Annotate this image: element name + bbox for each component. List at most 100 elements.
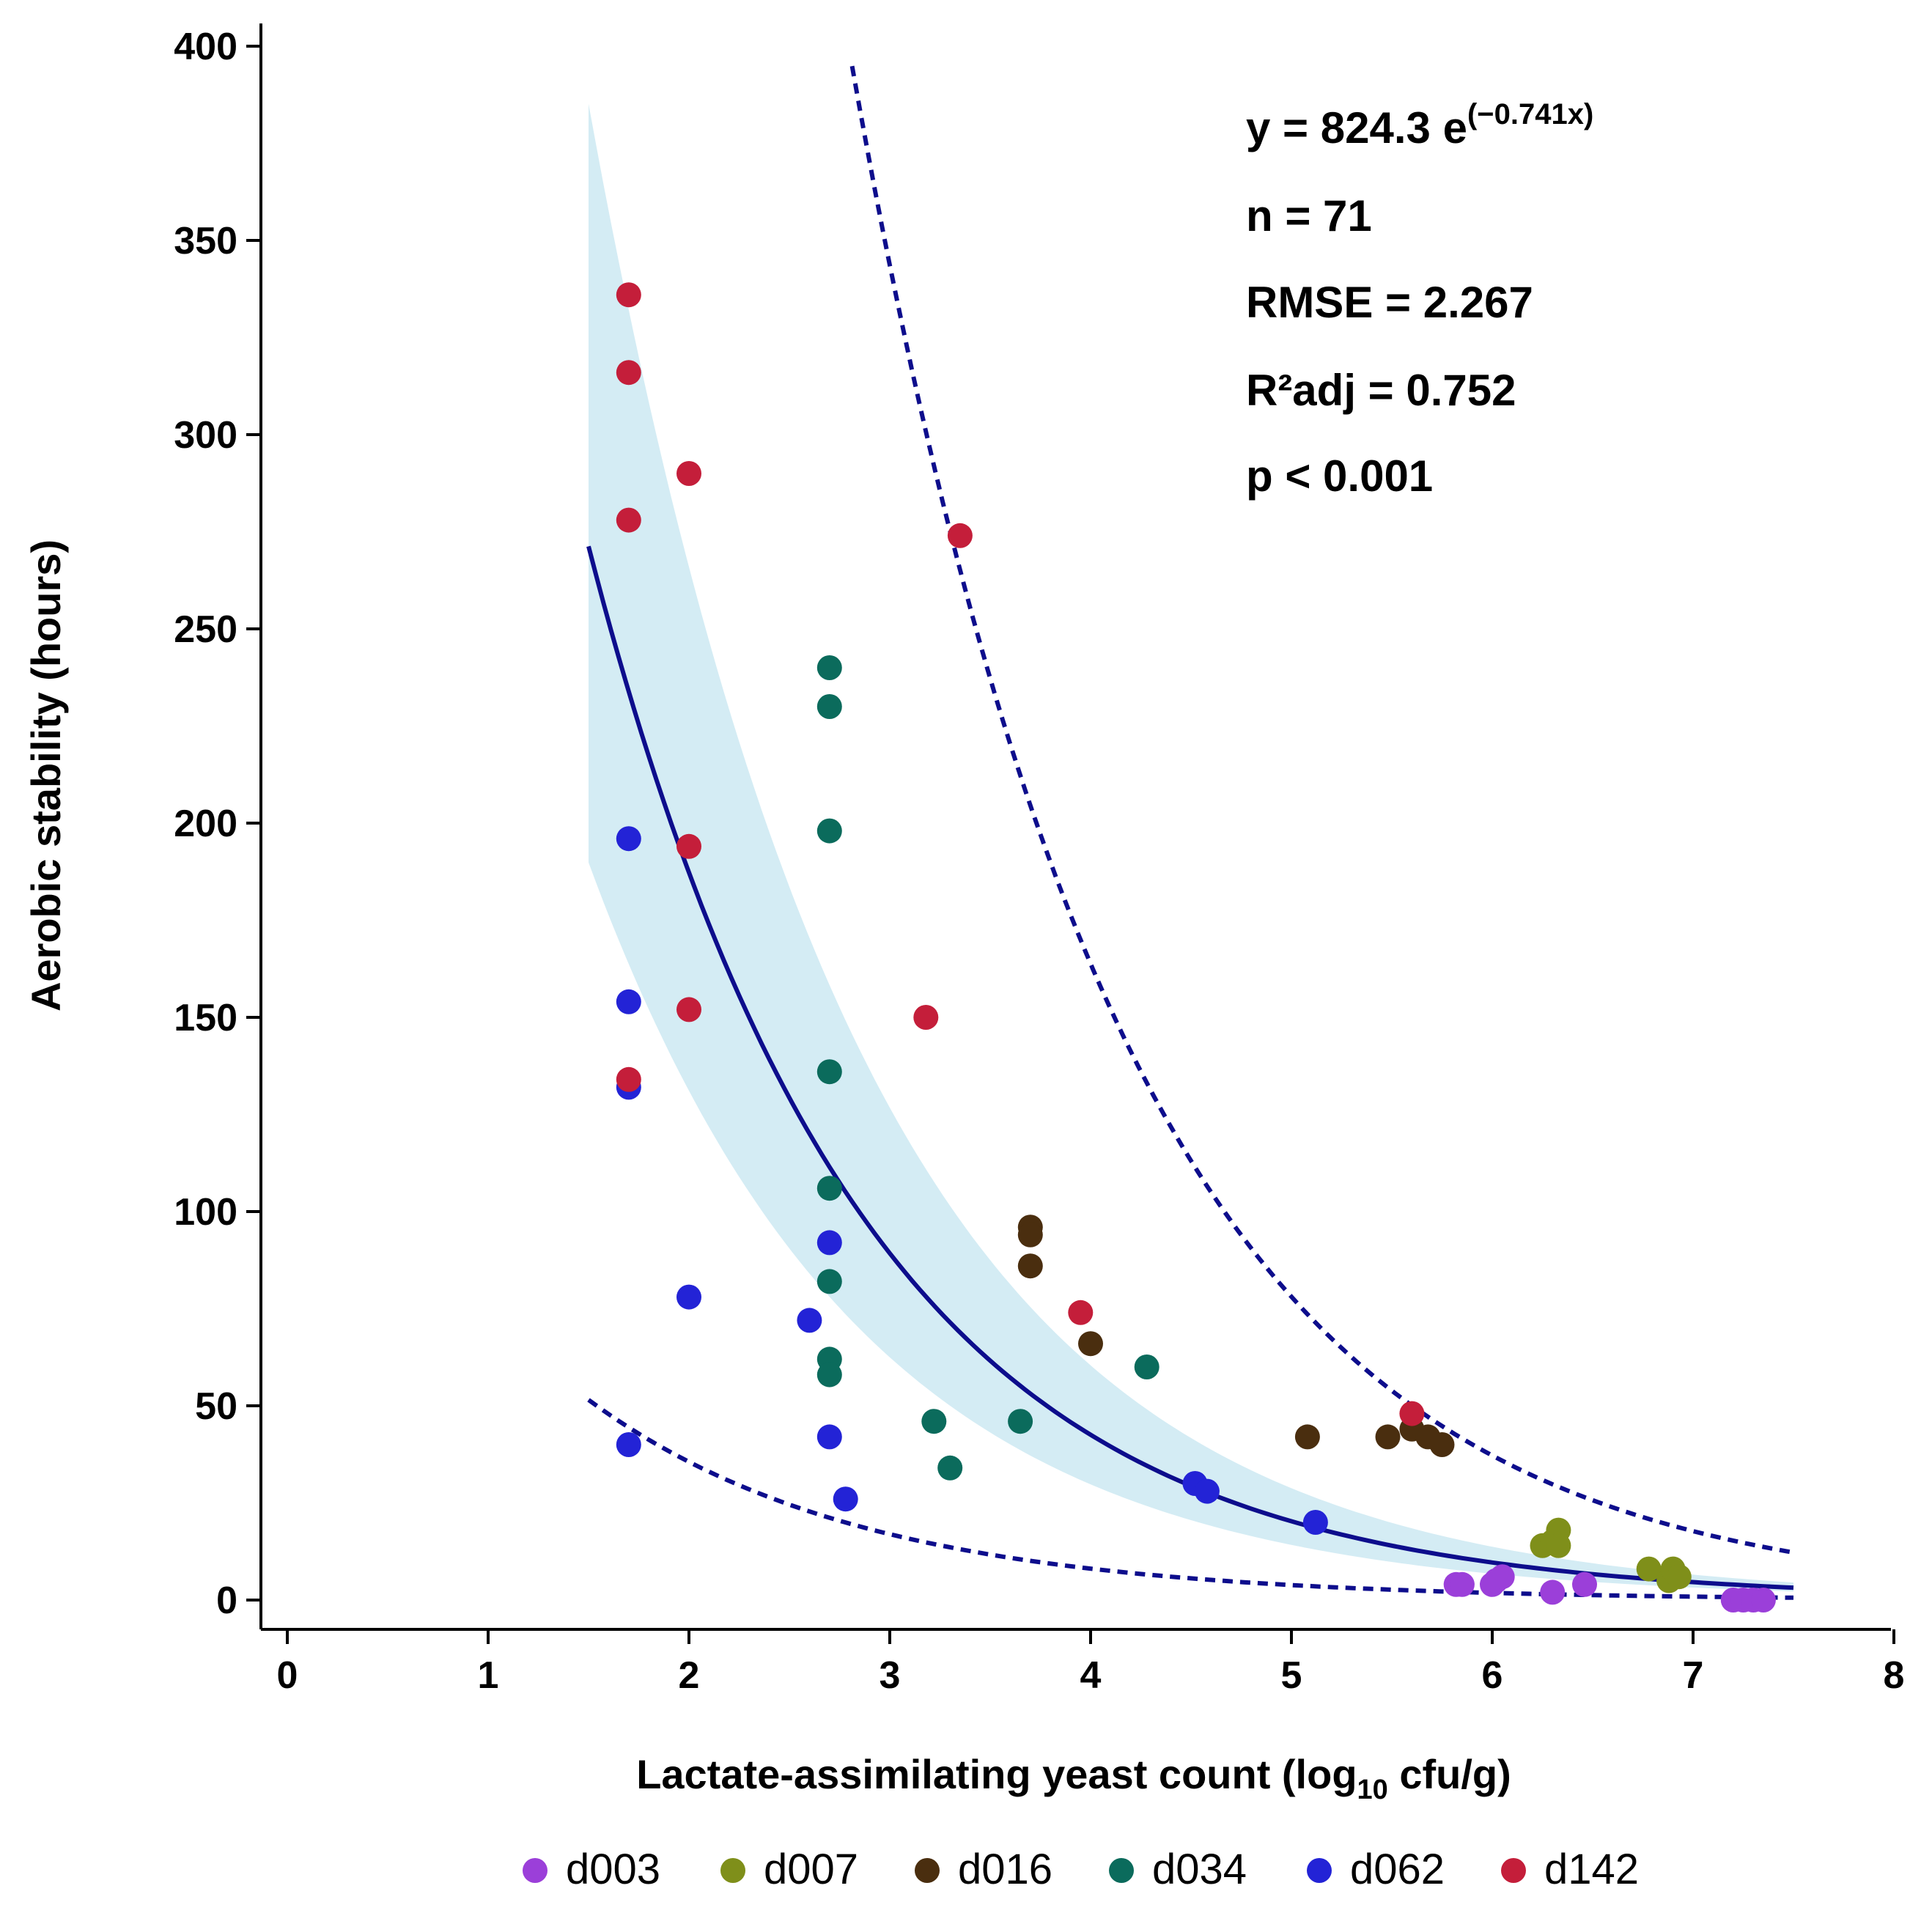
x-tick-label-4: 4 <box>1080 1654 1102 1697</box>
point-d034-0 <box>816 655 842 680</box>
equation-main: y = 824.3 e <box>1246 103 1467 152</box>
point-d142-7 <box>913 1005 939 1030</box>
point-d142-5 <box>676 833 701 859</box>
legend-label-d007: d007 <box>764 1846 858 1893</box>
y-tick-label-200: 200 <box>174 803 237 845</box>
fit-annotations: y = 824.3 e(−0.741x) n = 71 RMSE = 2.267… <box>1246 98 1593 501</box>
point-d062-3 <box>616 1432 641 1457</box>
legend-marker-d062 <box>1307 1858 1332 1883</box>
x-tick-label-7: 7 <box>1683 1654 1704 1697</box>
point-d062-5 <box>797 1308 822 1333</box>
point-d062-4 <box>676 1284 701 1310</box>
legend-label-d003: d003 <box>566 1846 660 1893</box>
point-d142-4 <box>676 461 701 486</box>
x-tick-label-0: 0 <box>277 1654 298 1697</box>
confidence-band <box>589 103 1793 1592</box>
point-d007-7 <box>1666 1564 1692 1590</box>
point-d003-5 <box>1540 1580 1566 1605</box>
y-tick-label-250: 250 <box>174 608 237 651</box>
legend-marker-d016 <box>915 1858 940 1883</box>
point-d034-2 <box>816 818 842 844</box>
point-d034-3 <box>816 1059 842 1085</box>
p-value-label: p < 0.001 <box>1246 451 1433 501</box>
point-d062-8 <box>833 1486 858 1512</box>
point-d062-7 <box>816 1424 842 1450</box>
upper-prediction-curve <box>849 65 1794 1555</box>
series-d003 <box>1443 1564 1776 1612</box>
point-d016-1 <box>1017 1222 1043 1247</box>
legend-marker-d034 <box>1109 1858 1134 1883</box>
point-d142-2 <box>616 507 641 533</box>
point-d007-3 <box>1546 1533 1571 1558</box>
point-d062-1 <box>616 989 641 1014</box>
y-tick-label-300: 300 <box>174 414 237 457</box>
y-tick-label-0: 0 <box>216 1580 237 1622</box>
point-d142-10 <box>1399 1401 1425 1426</box>
point-d142-1 <box>616 360 641 386</box>
legend-label-d034: d034 <box>1152 1846 1247 1893</box>
series-d062 <box>616 826 1328 1535</box>
x-tick-label-5: 5 <box>1281 1654 1302 1697</box>
point-d016-5 <box>1375 1424 1401 1450</box>
legend-label-d142: d142 <box>1544 1846 1639 1893</box>
point-d003-10 <box>1750 1588 1776 1612</box>
data-points <box>616 282 1776 1612</box>
equation-exponent: (−0.741x) <box>1467 98 1593 130</box>
point-d034-10 <box>1008 1409 1033 1434</box>
y-tick-label-400: 400 <box>174 26 237 68</box>
legend-marker-d142 <box>1501 1858 1526 1883</box>
point-d142-3 <box>616 1066 641 1092</box>
point-d142-0 <box>616 282 641 308</box>
x-axis-title-subscript: 10 <box>1357 1774 1388 1805</box>
x-tick-label-3: 3 <box>880 1654 901 1697</box>
point-d034-7 <box>816 1362 842 1387</box>
legend-label-d062: d062 <box>1350 1846 1445 1893</box>
rmse-label: RMSE = 2.267 <box>1246 278 1533 327</box>
y-tick-label-150: 150 <box>174 997 237 1039</box>
legend-label-d016: d016 <box>958 1846 1052 1893</box>
x-tick-label-2: 2 <box>679 1654 700 1697</box>
legend-marker-d003 <box>523 1858 547 1883</box>
point-d003-4 <box>1489 1564 1515 1590</box>
axes: 0 1 2 3 4 5 6 7 8 0 50 100 150 200 250 300 350 400 <box>174 23 1904 1697</box>
equation-label: y = 824.3 e(−0.741x) <box>1246 98 1593 152</box>
y-tick-label-350: 350 <box>174 220 237 262</box>
series-d016 <box>1017 1215 1455 1457</box>
point-d034-9 <box>937 1455 963 1481</box>
legend-marker-d007 <box>720 1858 745 1883</box>
x-tick-label-1: 1 <box>478 1654 499 1697</box>
point-d016-8 <box>1429 1432 1455 1457</box>
point-d034-5 <box>816 1269 842 1294</box>
point-d142-8 <box>947 523 973 548</box>
legend: d003 d007 d016 d034 d062 d142 <box>523 1846 1639 1893</box>
point-d016-4 <box>1294 1424 1320 1450</box>
prediction-interval-layer <box>587 65 1794 1600</box>
point-d034-11 <box>1134 1354 1159 1379</box>
y-axis-title: Aerobic stability (hours) <box>23 539 69 1011</box>
x-tick-label-8: 8 <box>1884 1654 1905 1697</box>
series-d142 <box>616 282 1425 1426</box>
point-d003-1 <box>1449 1571 1475 1597</box>
point-d016-2 <box>1017 1253 1043 1279</box>
y-tick-label-50: 50 <box>195 1385 237 1428</box>
point-d062-6 <box>816 1230 842 1256</box>
r2-label: R²adj = 0.752 <box>1246 366 1516 415</box>
point-d142-6 <box>676 997 701 1022</box>
lower-prediction-curve <box>587 1398 1794 1600</box>
point-d034-8 <box>921 1409 947 1434</box>
point-d016-3 <box>1078 1331 1103 1357</box>
point-d062-0 <box>616 826 641 852</box>
point-d034-4 <box>816 1176 842 1201</box>
point-d003-6 <box>1572 1571 1597 1597</box>
point-d007-4 <box>1636 1556 1662 1582</box>
x-tick-label-6: 6 <box>1482 1654 1503 1697</box>
series-d007 <box>1530 1517 1692 1593</box>
y-tick-label-100: 100 <box>174 1191 237 1234</box>
point-d142-9 <box>1068 1300 1094 1325</box>
x-axis-title-end: cfu/g) <box>1388 1751 1511 1797</box>
x-axis-title: Lactate-assimilating yeast count (log10 … <box>636 1751 1511 1805</box>
series-d034 <box>816 655 1159 1481</box>
n-label: n = 71 <box>1246 191 1372 240</box>
